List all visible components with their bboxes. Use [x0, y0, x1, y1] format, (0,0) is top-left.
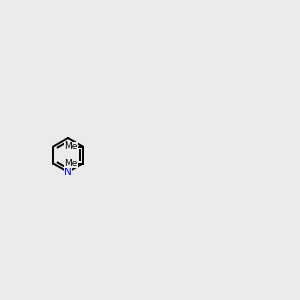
- Text: N: N: [64, 167, 72, 177]
- Text: Me: Me: [64, 159, 77, 168]
- Text: Me: Me: [64, 142, 77, 151]
